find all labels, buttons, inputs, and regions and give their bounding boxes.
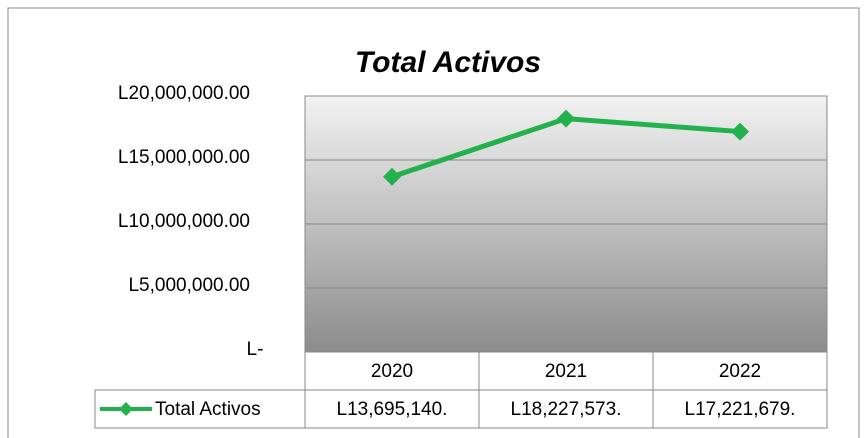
- x-tick-label: 2022: [719, 361, 761, 382]
- y-tick-label: L15,000,000.00: [118, 147, 250, 168]
- data-point: [383, 167, 401, 186]
- data-point: [557, 109, 575, 128]
- data-label: L18,227,573.: [511, 399, 622, 420]
- data-label: L17,221,679.: [685, 399, 796, 420]
- x-tick-label: 2020: [371, 361, 413, 382]
- legend-marker: [119, 402, 133, 416]
- y-tick-label: L-: [247, 339, 264, 360]
- table-row-bg: [94, 389, 828, 429]
- data-label: L13,695,140.: [337, 399, 448, 420]
- legend-label: Total Activos: [155, 399, 261, 420]
- y-tick-label: L10,000,000.00: [118, 211, 250, 232]
- chart-title: Total Activos: [355, 46, 541, 79]
- x-tick-label: 2021: [545, 361, 587, 382]
- y-tick-label: L5,000,000.00: [128, 275, 250, 296]
- data-point: [731, 122, 749, 141]
- y-tick-label: L20,000,000.00: [118, 83, 250, 104]
